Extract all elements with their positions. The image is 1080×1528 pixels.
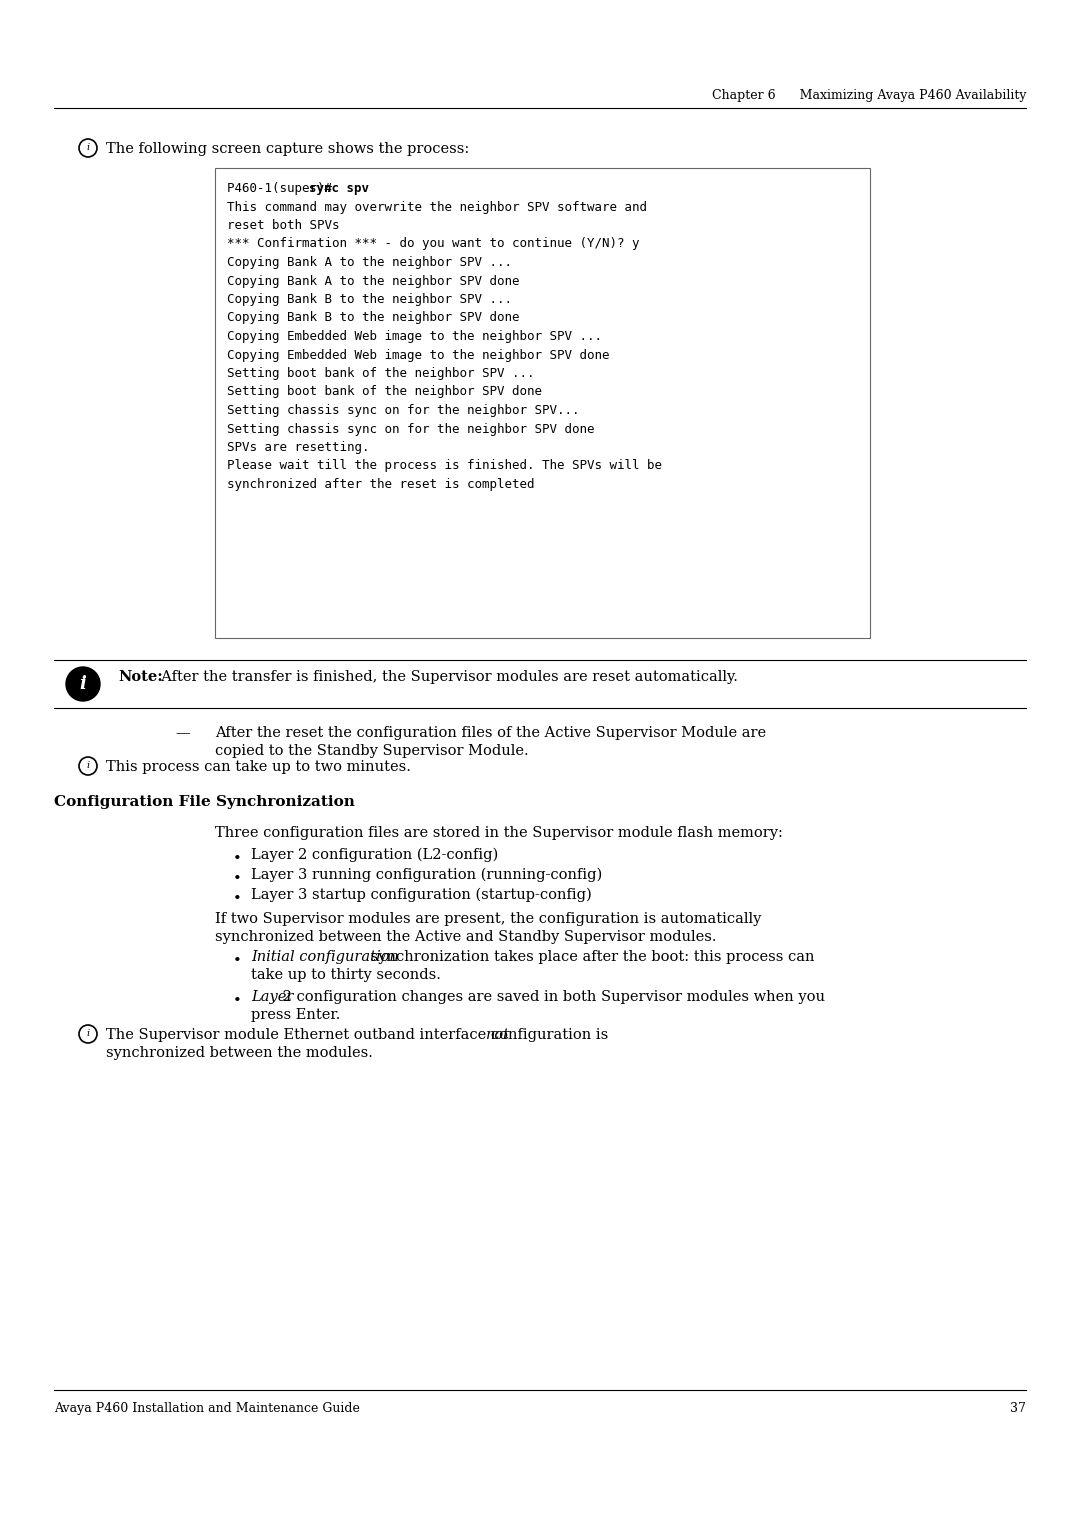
Circle shape [79,756,97,775]
Text: •: • [233,892,242,906]
Text: This process can take up to two minutes.: This process can take up to two minutes. [106,759,410,775]
Text: The following screen capture shows the process:: The following screen capture shows the p… [106,142,469,156]
Text: i: i [86,761,90,770]
Text: Setting chassis sync on for the neighbor SPV done: Setting chassis sync on for the neighbor… [227,423,594,435]
Text: This command may overwrite the neighbor SPV software and: This command may overwrite the neighbor … [227,200,647,214]
Text: *** Confirmation *** - do you want to continue (Y/N)? y: *** Confirmation *** - do you want to co… [227,237,639,251]
Text: press Enter.: press Enter. [251,1008,340,1022]
Text: P460-1(super)#: P460-1(super)# [227,182,339,196]
Text: Copying Embedded Web image to the neighbor SPV ...: Copying Embedded Web image to the neighb… [227,330,602,342]
Bar [215,168,870,639]
Text: Copying Bank A to the neighbor SPV ...: Copying Bank A to the neighbor SPV ... [227,257,512,269]
Text: After the transfer is finished, the Supervisor modules are reset automatically.: After the transfer is finished, the Supe… [152,669,738,685]
Text: Configuration File Synchronization: Configuration File Synchronization [54,795,355,808]
Circle shape [79,1025,97,1044]
Text: Setting chassis sync on for the neighbor SPV...: Setting chassis sync on for the neighbor… [227,403,580,417]
Text: sync spv: sync spv [309,182,369,196]
Text: Copying Bank B to the neighbor SPV ...: Copying Bank B to the neighbor SPV ... [227,293,512,306]
Text: i: i [86,1030,90,1039]
Text: copied to the Standby Supervisor Module.: copied to the Standby Supervisor Module. [215,744,528,758]
Text: —: — [175,726,190,740]
Text: After the reset the configuration files of the Active Supervisor Module are: After the reset the configuration files … [215,726,766,740]
Text: Chapter 6      Maximizing Avaya P460 Availability: Chapter 6 Maximizing Avaya P460 Availabi… [712,89,1026,102]
Text: Avaya P460 Installation and Maintenance Guide: Avaya P460 Installation and Maintenance … [54,1403,360,1415]
Circle shape [66,668,100,701]
Text: take up to thirty seconds.: take up to thirty seconds. [251,969,441,983]
Text: Copying Bank B to the neighbor SPV done: Copying Bank B to the neighbor SPV done [227,312,519,324]
Text: synchronization takes place after the boot: this process can: synchronization takes place after the bo… [366,950,815,964]
Text: Copying Bank A to the neighbor SPV done: Copying Bank A to the neighbor SPV done [227,275,519,287]
Text: •: • [233,853,242,866]
Text: synchronized between the modules.: synchronized between the modules. [106,1047,373,1060]
Text: Setting boot bank of the neighbor SPV ...: Setting boot bank of the neighbor SPV ..… [227,367,535,380]
Text: •: • [233,953,242,969]
Text: Copying Embedded Web image to the neighbor SPV done: Copying Embedded Web image to the neighb… [227,348,609,362]
Text: 37: 37 [1010,1403,1026,1415]
Text: •: • [233,872,242,886]
Text: Three configuration files are stored in the Supervisor module flash memory:: Three configuration files are stored in … [215,827,783,840]
Text: Initial configuration: Initial configuration [251,950,399,964]
Text: SPVs are resetting.: SPVs are resetting. [227,442,369,454]
Text: Layer 2 configuration (L2-config): Layer 2 configuration (L2-config) [251,848,498,862]
Text: reset both SPVs: reset both SPVs [227,219,339,232]
Text: synchronized after the reset is completed: synchronized after the reset is complete… [227,478,535,490]
Text: not: not [486,1028,510,1042]
Text: •: • [233,995,242,1008]
Text: Layer 3 running configuration (running-config): Layer 3 running configuration (running-c… [251,868,603,882]
Text: If two Supervisor modules are present, the configuration is automatically: If two Supervisor modules are present, t… [215,912,761,926]
Text: synchronized between the Active and Standby Supervisor modules.: synchronized between the Active and Stan… [215,931,716,944]
Text: Note:: Note: [118,669,163,685]
Text: Layer: Layer [251,990,294,1004]
Text: 2 configuration changes are saved in both Supervisor modules when you: 2 configuration changes are saved in bot… [279,990,825,1004]
Text: i: i [80,675,86,694]
Text: Please wait till the process is finished. The SPVs will be: Please wait till the process is finished… [227,460,662,472]
Circle shape [79,139,97,157]
Text: The Supervisor module Ethernet outband interface configuration is: The Supervisor module Ethernet outband i… [106,1028,612,1042]
Text: Setting boot bank of the neighbor SPV done: Setting boot bank of the neighbor SPV do… [227,385,542,399]
Text: i: i [86,144,90,153]
Text: Layer 3 startup configuration (startup-config): Layer 3 startup configuration (startup-c… [251,888,592,903]
